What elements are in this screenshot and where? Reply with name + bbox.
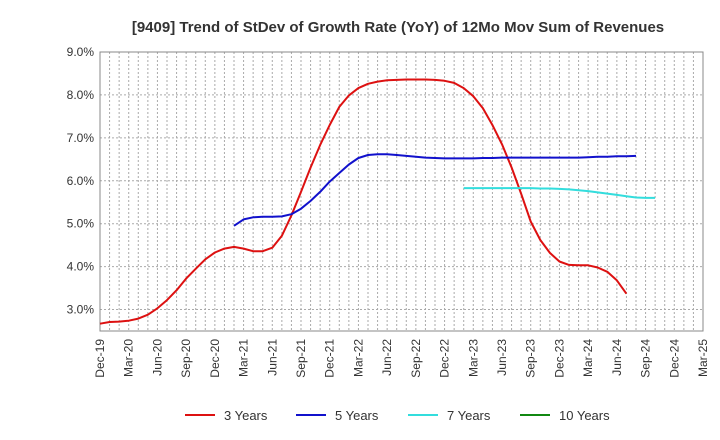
x-tick-label: Jun-21 (265, 339, 279, 376)
x-tick-label: Mar-20 (122, 339, 136, 377)
x-tick-label: Sep-22 (409, 339, 423, 378)
legend-label: 5 Years (335, 408, 379, 423)
y-tick-label: 3.0% (67, 303, 95, 317)
y-tick-label: 9.0% (67, 45, 95, 59)
x-tick-label: Jun-22 (380, 339, 394, 376)
legend: 3 Years 5 Years 7 Years 10 Years (185, 408, 610, 423)
y-tick-label: 5.0% (67, 217, 95, 231)
x-tick-label: Sep-21 (294, 339, 308, 378)
x-tick-label: Mar-24 (581, 339, 595, 377)
x-tick-label: Mar-21 (237, 339, 251, 377)
grid-layer (100, 51, 703, 331)
x-tick-label: Jun-23 (495, 339, 509, 376)
chart-title: [9409] Trend of StDev of Growth Rate (Yo… (132, 19, 664, 36)
series-line-5-years (233, 153, 637, 227)
series-layer (99, 78, 656, 325)
legend-label: 10 Years (559, 408, 610, 423)
y-tick-label: 7.0% (67, 131, 95, 145)
x-tick-label: Dec-23 (552, 339, 566, 378)
x-tick-label: Jun-20 (150, 339, 164, 376)
y-tick-label: 4.0% (67, 260, 95, 274)
x-tick-label: Sep-23 (524, 339, 538, 378)
y-tick-label: 8.0% (67, 88, 95, 102)
y-tick-label: 6.0% (67, 174, 95, 188)
legend-label: 7 Years (447, 408, 491, 423)
x-tick-label: Sep-20 (179, 339, 193, 378)
x-tick-label: Jun-24 (610, 339, 624, 376)
x-tick-label: Sep-24 (639, 339, 653, 378)
x-tick-label: Dec-24 (667, 339, 681, 378)
x-tick-label: Dec-21 (323, 339, 337, 378)
legend-label: 3 Years (224, 408, 268, 423)
x-tick-label: Mar-23 (466, 339, 480, 377)
x-tick-label: Mar-22 (351, 339, 365, 377)
axis-layer: 3.0% 4.0% 5.0% 6.0% 7.0% 8.0% 9.0% Dec-19 Mar-20… (67, 45, 710, 378)
x-tick-label: Dec-22 (438, 339, 452, 378)
x-tick-label: Dec-20 (208, 339, 222, 378)
series-line-7-years (463, 187, 656, 199)
plot-frame (99, 51, 704, 332)
x-tick-label: Mar-25 (696, 339, 710, 377)
x-tick-label: Dec-19 (93, 339, 107, 378)
series-line-3-years (99, 78, 628, 325)
